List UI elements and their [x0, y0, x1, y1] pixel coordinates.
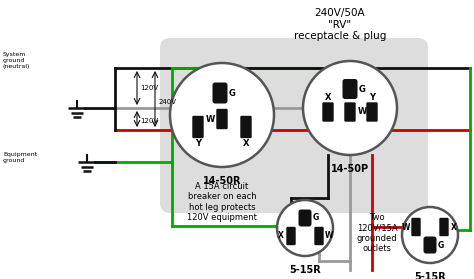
FancyBboxPatch shape: [423, 237, 437, 254]
Circle shape: [170, 63, 274, 167]
FancyBboxPatch shape: [343, 79, 357, 99]
Text: G: G: [228, 88, 236, 97]
Text: X: X: [451, 222, 457, 232]
Text: Two
120V/15A
grounded
outlets: Two 120V/15A grounded outlets: [357, 213, 397, 253]
Text: X: X: [325, 93, 331, 102]
Circle shape: [303, 61, 397, 155]
Text: W: W: [325, 232, 333, 240]
Text: System
ground
(neutral): System ground (neutral): [3, 52, 30, 69]
Text: G: G: [438, 240, 444, 249]
Text: G: G: [358, 85, 365, 93]
Text: G: G: [313, 213, 319, 222]
Text: 240V/50A
"RV"
receptacle & plug: 240V/50A "RV" receptacle & plug: [294, 8, 386, 41]
FancyBboxPatch shape: [216, 109, 228, 129]
Text: W: W: [402, 222, 410, 232]
Circle shape: [402, 207, 458, 263]
FancyBboxPatch shape: [314, 227, 324, 245]
Text: W: W: [205, 114, 215, 124]
Text: 14-50R: 14-50R: [203, 176, 241, 186]
Text: 120V: 120V: [140, 118, 158, 124]
Circle shape: [277, 200, 333, 256]
FancyBboxPatch shape: [439, 218, 449, 236]
Text: 5-15R: 5-15R: [289, 265, 321, 275]
FancyBboxPatch shape: [322, 102, 334, 122]
FancyBboxPatch shape: [411, 218, 421, 236]
Text: 120V: 120V: [140, 85, 158, 91]
FancyBboxPatch shape: [212, 83, 228, 104]
Text: Equipment
ground: Equipment ground: [3, 152, 37, 163]
Text: A 15A circuit
breaker on each
hot leg protects
120V equipment: A 15A circuit breaker on each hot leg pr…: [187, 182, 257, 222]
FancyBboxPatch shape: [240, 116, 252, 138]
Text: 240V: 240V: [159, 99, 177, 105]
FancyBboxPatch shape: [344, 102, 356, 122]
FancyBboxPatch shape: [160, 38, 428, 213]
FancyBboxPatch shape: [366, 102, 378, 122]
FancyBboxPatch shape: [299, 210, 311, 227]
FancyBboxPatch shape: [192, 116, 204, 138]
Text: Y: Y: [369, 93, 375, 102]
FancyBboxPatch shape: [286, 227, 296, 245]
Text: 14-50P: 14-50P: [331, 164, 369, 174]
Text: X: X: [243, 138, 249, 148]
Text: Y: Y: [195, 138, 201, 148]
Text: 5-15R: 5-15R: [414, 272, 446, 279]
Text: X: X: [278, 232, 284, 240]
Text: W: W: [357, 107, 366, 117]
